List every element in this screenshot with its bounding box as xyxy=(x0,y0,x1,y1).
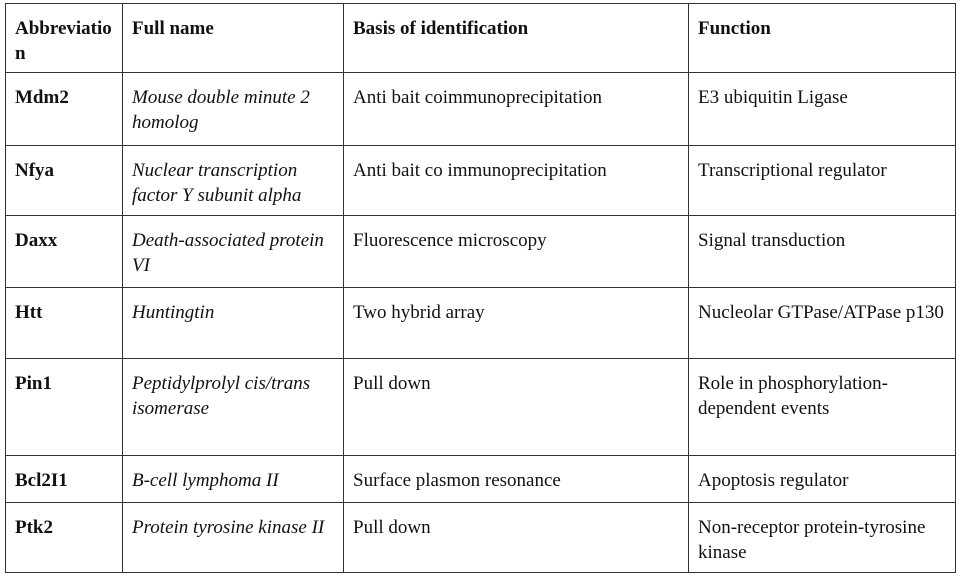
table-row: Mdm2 Mouse double minute 2 homolog Anti ba… xyxy=(5,72,956,146)
table-cell: Signal transduction xyxy=(688,215,956,288)
table-cell: Ptk2 xyxy=(5,502,123,573)
table-cell: Anti bait co immunoprecipitation xyxy=(343,145,689,216)
header-cell: Basis of identification xyxy=(343,3,689,73)
header-row: Abbreviation Full name Basis of identifica… xyxy=(5,3,956,73)
table-cell: Anti bait coimmunoprecipitation xyxy=(343,72,689,146)
table-cell: Daxx xyxy=(5,215,123,288)
table-cell: Apoptosis regulator xyxy=(688,455,956,503)
table-cell: Fluorescence microscopy xyxy=(343,215,689,288)
table-cell: Pull down xyxy=(343,502,689,573)
table-cell: Huntingtin xyxy=(122,287,344,359)
table-row: Ptk2 Protein tyrosine kinase II Pull down N… xyxy=(5,502,956,573)
table-cell: Two hybrid array xyxy=(343,287,689,359)
table-cell: Mouse double minute 2 homolog xyxy=(122,72,344,146)
table-cell: Transcriptional regulator xyxy=(688,145,956,216)
table-cell: Bcl2I1 xyxy=(5,455,123,503)
table-cell: Role in phosphorylation-dependent events xyxy=(688,358,956,456)
table-cell: B-cell lymphoma II xyxy=(122,455,344,503)
table-row: Pin1 Peptidylprolyl cis/trans isomerase Pu… xyxy=(5,358,956,456)
table-cell: Protein tyrosine kinase II xyxy=(122,502,344,573)
table-cell: Nfya xyxy=(5,145,123,216)
table-cell: E3 ubiquitin Ligase xyxy=(688,72,956,146)
table-row: Bcl2I1 B-cell lymphoma II Surface plasmon … xyxy=(5,455,956,503)
header-cell: Full name xyxy=(122,3,344,73)
table-cell: Peptidylprolyl cis/trans isomerase xyxy=(122,358,344,456)
table-row: Nfya Nuclear transcription factor Y subun… xyxy=(5,145,956,216)
table-row: Htt Huntingtin Two hybrid array Nucleolar G… xyxy=(5,287,956,359)
data-table: Abbreviation Full name Basis of identifica… xyxy=(5,3,956,573)
table-cell: Pin1 xyxy=(5,358,123,456)
table-cell: Death-associated protein VI xyxy=(122,215,344,288)
table-row: Daxx Death-associated protein VI Fluoresce… xyxy=(5,215,956,288)
table-cell: Htt xyxy=(5,287,123,359)
table-cell: Nucleolar GTPase/ATPase p130 xyxy=(688,287,956,359)
header-cell: Abbreviation xyxy=(5,3,123,73)
table-cell: Nuclear transcription factor Y subunit a… xyxy=(122,145,344,216)
table-cell: Mdm2 xyxy=(5,72,123,146)
table-cell: Non-receptor protein-tyrosine kinase xyxy=(688,502,956,573)
header-cell: Function xyxy=(688,3,956,73)
table-cell: Pull down xyxy=(343,358,689,456)
table-cell: Surface plasmon resonance xyxy=(343,455,689,503)
